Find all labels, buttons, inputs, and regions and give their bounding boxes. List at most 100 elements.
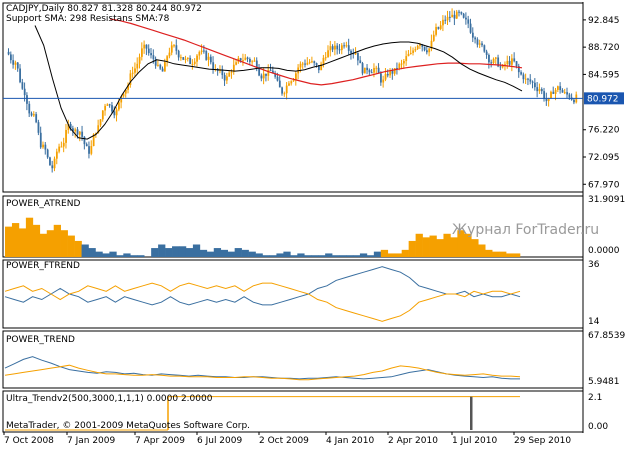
candle-body [529, 79, 532, 82]
atrend-bar [116, 255, 124, 257]
candle-body [513, 58, 516, 62]
candle-body [9, 54, 12, 61]
x-tick-label: 7 Oct 2008 [4, 436, 54, 446]
atrend-bar [18, 228, 27, 257]
candle-body [154, 58, 157, 66]
atrend-bar [387, 253, 396, 257]
candle-body [168, 52, 171, 57]
atrend-bar [151, 248, 159, 257]
candle-body [230, 71, 233, 73]
price-panel[interactable]: CADJPY,Daily 80.827 81.328 80.244 80.972… [3, 4, 624, 190]
atrend-tick-label: 31.9091 [588, 195, 625, 205]
candle-body [538, 89, 541, 92]
candle-body [242, 60, 244, 62]
candle-body [246, 57, 249, 59]
atrend-bar [366, 255, 375, 257]
atrend-bar [130, 255, 138, 257]
time-axis: 7 Oct 2008 7 Jan 2009 7 Apr 2009 6 Jul 2009… [3, 432, 571, 446]
candle-body [536, 87, 539, 92]
candle-body [435, 27, 437, 35]
atrend-axis-ticks: 31.9091 0.0000 [588, 195, 625, 256]
sma-support-line [109, 18, 523, 86]
candle-body [191, 63, 194, 65]
candle-body [19, 68, 21, 83]
current-price-label: 80.972 [587, 94, 619, 104]
candle-body [497, 57, 500, 67]
candle-body [478, 43, 481, 45]
candle-body [90, 146, 93, 154]
watermark-text: Журнал ForTrader.ru [452, 222, 599, 238]
candle-body [451, 14, 454, 18]
atrend-title: POWER_ATREND [6, 199, 80, 209]
candle-body [14, 62, 17, 65]
candle-body [55, 151, 58, 159]
candle-body [426, 50, 428, 53]
ftrend-lines [4, 266, 521, 322]
atrend-bar [283, 251, 291, 257]
candle-body [186, 57, 189, 59]
ftrend-axis-ticks: 36 14 [588, 260, 600, 327]
candle-body [366, 67, 369, 71]
candle-body [368, 70, 371, 73]
atrend-bar [123, 253, 131, 257]
candle-body [235, 62, 238, 65]
candle-body [524, 78, 527, 80]
candle-body [223, 75, 226, 81]
atrend-bar [499, 251, 507, 257]
power-ftrend-panel[interactable]: POWER_FTREND 36 14 [4, 260, 600, 327]
candle-body [85, 144, 88, 147]
candle-body [26, 95, 28, 104]
candle-body [232, 64, 235, 72]
candle-body [430, 40, 433, 49]
candle-body [78, 131, 81, 135]
candle-body [173, 45, 175, 47]
candle-body [262, 73, 265, 79]
candle-body [129, 73, 132, 85]
candle-body [101, 110, 104, 120]
candle-body [95, 132, 97, 135]
price-candles [7, 8, 578, 173]
candle-body [118, 102, 120, 110]
atrend-bar [60, 230, 68, 257]
power-atrend-panel[interactable]: POWER_ATREND 31.9091 0.0000 [5, 195, 625, 257]
price-axis-ticks: 92.845 88.720 84.595 80.972 76.220 72.095 67.9… [583, 16, 624, 190]
x-tick-label: 6 Jul 2009 [197, 436, 242, 446]
atrend-bar [25, 217, 34, 257]
x-tick-label: 4 Jan 2010 [326, 436, 374, 446]
candle-body [474, 37, 477, 40]
atrend-bar [311, 255, 319, 257]
candle-body [522, 74, 525, 80]
candle-body [345, 45, 348, 47]
atrend-bar [513, 253, 521, 257]
atrend-bar [5, 226, 13, 257]
candle-body [336, 45, 339, 50]
panel-frame [2, 259, 584, 329]
ultra-trend-panel[interactable]: Ultra_Trendv2(500,3000,1,1,1) 0.0000 2.0… [5, 393, 608, 432]
candle-body [568, 94, 571, 98]
candle-body [177, 50, 180, 58]
candle-body [557, 86, 559, 90]
price-tick-label: 67.970 [588, 180, 620, 190]
candle-body [331, 46, 334, 50]
candle-body [455, 11, 458, 19]
atrend-bars [5, 217, 521, 257]
sma-resistance-line [34, 25, 523, 140]
candle-body [334, 45, 336, 50]
atrend-bar [290, 255, 298, 257]
indicator-tick-label: 5.9481 [588, 377, 620, 387]
candle-body [16, 62, 19, 69]
power-trend-panel[interactable]: POWER_TREND 67.8539 5.9481 [4, 331, 625, 387]
candle-body [253, 60, 256, 62]
candle-body [508, 60, 511, 65]
candle-body [391, 70, 394, 74]
candle-body [550, 91, 552, 99]
candle-body [83, 136, 86, 145]
candle-body [104, 105, 107, 111]
x-tick-label: 29 Sep 2010 [514, 436, 571, 446]
atrend-bar [234, 248, 242, 257]
candle-body [573, 99, 575, 103]
candle-body [354, 52, 357, 55]
candle-body [506, 60, 509, 65]
candle-body [113, 111, 116, 116]
candle-body [200, 50, 203, 52]
